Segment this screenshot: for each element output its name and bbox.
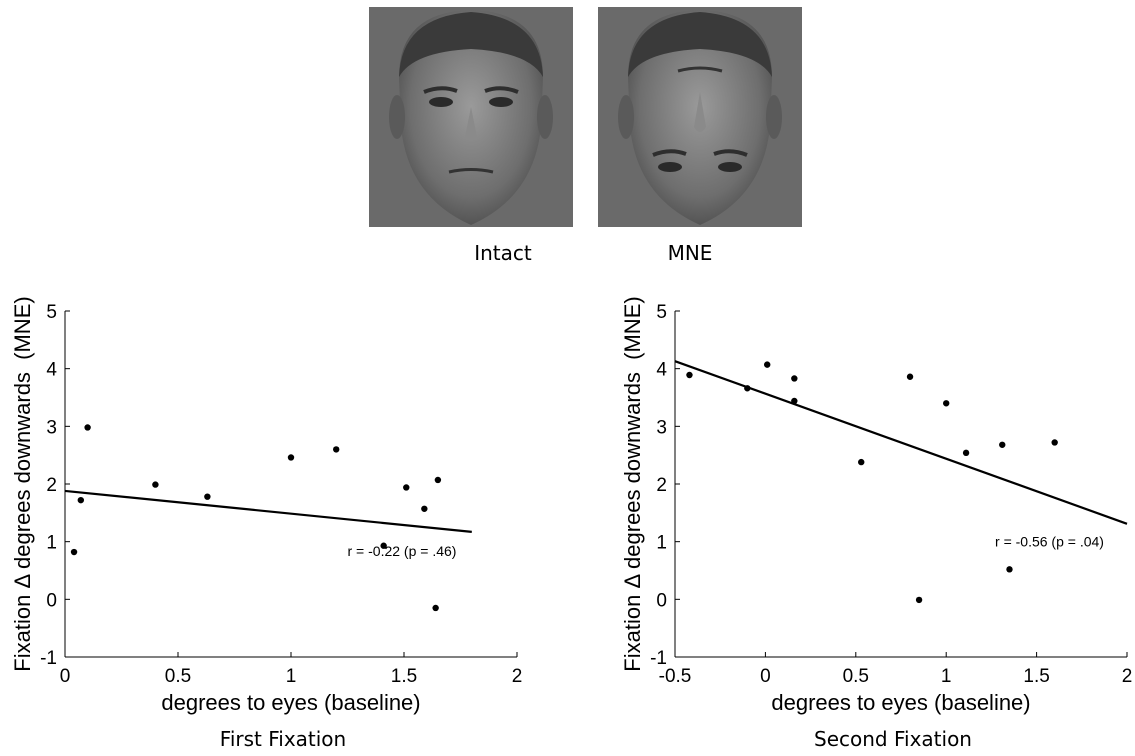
plot2-data-point	[1006, 566, 1013, 573]
plot2-data-point	[1051, 439, 1058, 446]
plot2-y-tick-label: -1	[650, 648, 667, 669]
plot2-x-tick-label: 0	[760, 666, 771, 687]
plot1-correlation-annotation: r = -0.22 (p = .46)	[348, 543, 457, 559]
plot1-y-tick-label: 4	[46, 360, 57, 381]
plot1-data-point	[287, 454, 295, 461]
plot2-data-point	[791, 397, 798, 405]
plot1-x-tick-label: 0	[60, 666, 71, 687]
plot2-subtitle: Second Fixation	[814, 727, 972, 751]
plot1-data-point	[84, 424, 91, 431]
plot2-y-tick-label: 0	[656, 590, 667, 611]
plot1-data-point	[403, 484, 410, 491]
plot1-data-point	[421, 505, 428, 512]
plot1-data-point	[380, 542, 387, 549]
plot2-x-tick-label: 0.5	[843, 666, 869, 687]
plot2-y-tick-label: 2	[656, 475, 667, 496]
plot1-data-point	[333, 446, 340, 453]
plot1-x-axis-label: degrees to eyes (baseline)	[161, 690, 420, 715]
plot2-y-axis-label: Fixation Δ degrees downwards (MNE)	[620, 296, 645, 671]
plot1-data-point	[434, 476, 442, 484]
plot2-data-point	[858, 458, 865, 466]
plot2-data-point	[943, 400, 950, 407]
plot1-x-tick-label: 1.5	[391, 666, 417, 687]
plot2-y-tick-label: 3	[656, 417, 667, 438]
mne-face-drawing	[618, 10, 782, 225]
plot2-data-point	[962, 449, 970, 457]
plot2-x-axis-label: degrees to eyes (baseline)	[771, 690, 1030, 715]
plot2-y-tick-label: 5	[656, 302, 667, 323]
plot2-data-point	[744, 385, 751, 392]
plot2-data-point	[999, 441, 1006, 448]
plot1-y-tick-label: 1	[46, 533, 57, 554]
plot1-x-tick-label: 1	[286, 666, 297, 687]
plot1-y-tick-label: -1	[40, 648, 57, 669]
plot1-y-tick-label: 0	[46, 590, 57, 611]
plot2-x-tick-label: 1	[941, 666, 952, 687]
plot1-y-tick-label: 3	[46, 417, 57, 438]
plot2-correlation-annotation: r = -0.56 (p = .04)	[995, 533, 1104, 549]
plot1-y-tick-label: 2	[46, 475, 57, 496]
plot2-data-point	[906, 373, 914, 380]
plot1-subtitle: First Fixation	[220, 727, 346, 751]
intact-label: Intact	[474, 241, 532, 265]
plot2-regression-line	[674, 360, 1128, 525]
plot2-data-point	[915, 596, 923, 604]
plot1-data-point	[432, 604, 439, 612]
plot2-data-point	[764, 361, 771, 368]
intact-face-image	[369, 7, 573, 227]
intact-face-drawing	[389, 10, 553, 225]
plot2-data-point	[686, 371, 693, 379]
plot2-y-tick-label: 1	[656, 533, 667, 554]
plot1-data-point	[204, 493, 211, 500]
plot2-x-tick-label: 1.5	[1023, 666, 1049, 687]
plot1-regression-line	[64, 489, 472, 533]
plot1-y-tick-label: 5	[46, 302, 57, 323]
plot1-data-point	[70, 548, 78, 556]
plot1-x-tick-label: 0.5	[165, 666, 191, 687]
plot2-data-point	[791, 375, 798, 382]
plot1-x-tick-label: 2	[512, 666, 523, 687]
plot1-y-axis-label: Fixation Δ degrees downwards (MNE)	[10, 296, 35, 671]
mne-face-image	[598, 7, 802, 227]
plot2-x-tick-label: 2	[1122, 666, 1133, 687]
plot1-data-point	[77, 496, 85, 504]
plot2-x-tick-label: -0.5	[659, 666, 692, 687]
plot1-data-point	[152, 481, 159, 488]
plot2-y-tick-label: 4	[656, 360, 667, 381]
mne-label: MNE	[667, 241, 713, 265]
